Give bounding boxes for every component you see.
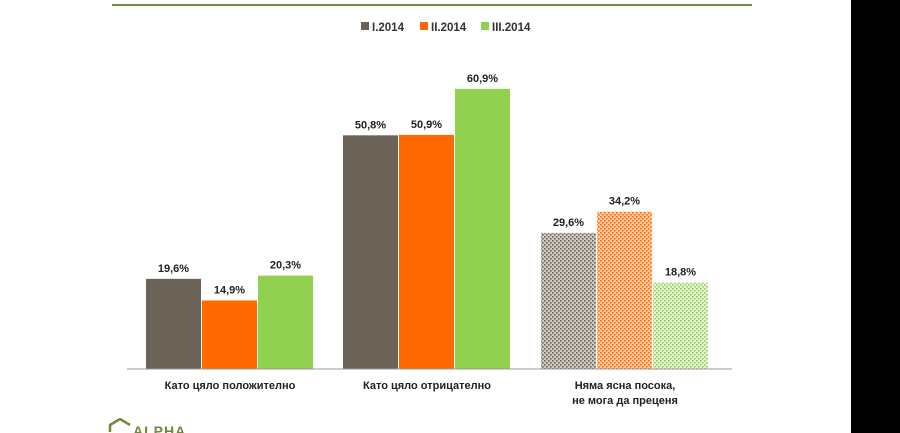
data-label-III.2014-cat-3: 18,8%	[665, 267, 696, 279]
logo-text: ALPHA	[133, 423, 187, 433]
logo-icon	[108, 418, 131, 432]
bar-III.2014-cat-3	[653, 282, 708, 369]
data-label-III.2014-cat-2: 60,9%	[467, 73, 498, 85]
data-label-II.2014-cat-2: 50,9%	[411, 119, 442, 131]
bar-I.2014-cat-2	[343, 135, 398, 369]
chart-legend: I.2014 II.2014 III.2014	[361, 22, 531, 34]
legend-swatch-III.2014	[481, 22, 489, 30]
bar-II.2014-cat-2	[399, 134, 454, 369]
data-label-I.2014-cat-2: 50,8%	[355, 119, 386, 131]
bar-III.2014-cat-2	[455, 88, 510, 370]
bar-II.2014-cat-3	[597, 211, 652, 369]
value-labels: 19,6% 14,9% 20,3% 50,8% 50,9% 60,9% 29,6% 34,2%…	[158, 73, 696, 297]
category-label-3-line-1: Няма ясна посока,	[575, 380, 676, 392]
category-labels: Като цяло положително Като цяло отрицател…	[165, 380, 678, 407]
bar-I.2014-cat-1	[146, 278, 201, 369]
window-edge	[851, 0, 900, 433]
category-label-2-line-1: Като цяло отрицателно	[363, 380, 491, 392]
data-label-I.2014-cat-3: 29,6%	[553, 217, 584, 229]
bar-II.2014-cat-1	[202, 300, 257, 369]
legend-label-II.2014: II.2014	[431, 22, 467, 34]
legend-label-III.2014: III.2014	[492, 22, 531, 34]
legend-label-I.2014: I.2014	[372, 22, 405, 34]
bar-group	[146, 88, 708, 370]
data-label-III.2014-cat-1: 20,3%	[270, 260, 301, 272]
top-divider	[112, 4, 752, 6]
category-label-3-line-2: не мога да преценя	[572, 395, 678, 407]
bar-I.2014-cat-3	[541, 232, 596, 369]
data-label-I.2014-cat-1: 19,6%	[158, 263, 189, 275]
legend-swatch-I.2014	[361, 22, 369, 30]
legend-swatch-II.2014	[420, 22, 428, 30]
category-label-1-line-1: Като цяло положително	[165, 380, 296, 392]
bar-III.2014-cat-1	[258, 275, 313, 369]
data-label-II.2014-cat-1: 14,9%	[214, 284, 245, 296]
data-label-II.2014-cat-3: 34,2%	[609, 196, 640, 208]
